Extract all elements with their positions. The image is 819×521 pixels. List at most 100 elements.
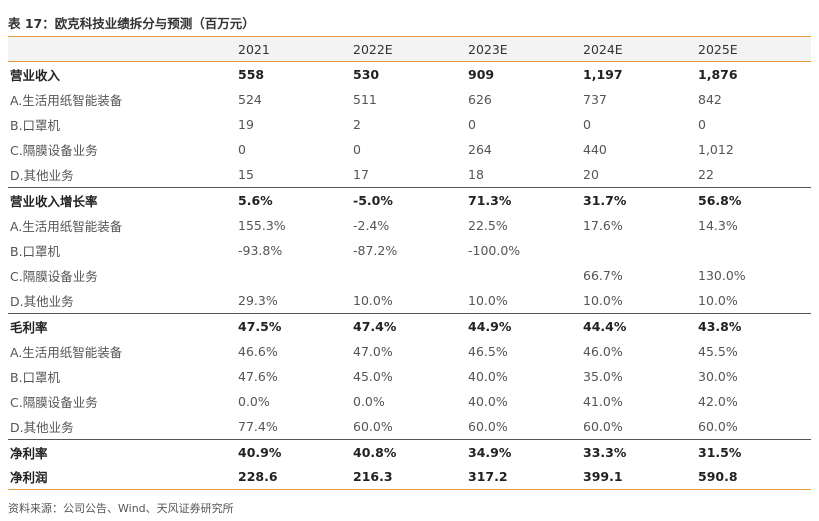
row-label: C.隔膜设备业务 <box>10 395 98 411</box>
value-cell: 41.0% <box>583 394 623 410</box>
value-cell: 0 <box>238 142 246 158</box>
table-row: 营业收入 558 530 909 1,197 1,876 <box>8 62 811 87</box>
table-row: 营业收入增长率 5.6% -5.0% 71.3% 31.7% 56.8% <box>8 186 811 213</box>
value-cell: 46.0% <box>583 343 623 359</box>
value-cell: 40.0% <box>468 394 508 410</box>
table-row: D.其他业务 29.3% 10.0% 10.0% 10.0% 10.0% <box>8 288 811 313</box>
value-cell: 558 <box>238 66 265 82</box>
table-row: A.生活用纸智能装备 155.3% -2.4% 22.5% 17.6% 14.3% <box>8 213 811 238</box>
value-cell: 60.0% <box>468 418 508 434</box>
value-cell: 60.0% <box>698 418 738 434</box>
value-cell: 44.4% <box>581 312 696 339</box>
row-label: A.生活用纸智能装备 <box>10 92 123 108</box>
value-cell: -87.2% <box>353 242 398 258</box>
value-cell: 530 <box>353 66 380 82</box>
value-cell: 40.8% <box>351 438 466 465</box>
value-cell: 1,197 <box>583 66 623 82</box>
value-cell: 264 <box>468 142 492 158</box>
row-label: C.隔膜设备业务 <box>10 269 98 285</box>
value-cell: 20 <box>583 167 599 183</box>
row-label: B.口罩机 <box>10 117 61 133</box>
value-cell: 46.5% <box>468 343 508 359</box>
table-row: D.其他业务 77.4% 60.0% 60.0% 60.0% 60.0% <box>8 414 811 439</box>
table-row: D.其他业务 15 17 18 20 22 <box>8 162 811 187</box>
table-row: C.隔膜设备业务 66.7% 130.0% <box>8 263 811 288</box>
value-cell: 22.5% <box>468 217 508 233</box>
row-label: 营业收入增长率 <box>8 186 236 213</box>
value-cell: 56.8% <box>696 186 811 213</box>
value-cell: 42.0% <box>698 394 738 410</box>
value-cell: 18 <box>468 167 484 183</box>
value-cell: 40.9% <box>236 438 351 465</box>
value-cell: 22 <box>698 167 714 183</box>
value-cell: 0.0% <box>353 394 385 410</box>
value-cell: 17 <box>353 167 369 183</box>
value-cell: 31.7% <box>581 186 696 213</box>
table-row: A.生活用纸智能装备 46.6% 47.0% 46.5% 46.0% 45.5% <box>8 339 811 364</box>
value-cell: 0 <box>583 116 591 132</box>
value-cell: -2.4% <box>353 217 390 233</box>
value-cell: 1,012 <box>698 142 734 158</box>
header-cell-2023e: 2023E <box>466 36 581 62</box>
value-cell: -5.0% <box>351 186 466 213</box>
value-cell: 47.5% <box>236 312 351 339</box>
value-cell: 10.0% <box>353 293 393 309</box>
value-cell <box>466 263 581 288</box>
value-cell: 0.0% <box>238 394 270 410</box>
header-cell-label <box>8 36 236 62</box>
value-cell: 60.0% <box>583 418 623 434</box>
value-cell: 40.0% <box>468 368 508 384</box>
value-cell: 45.0% <box>353 368 393 384</box>
value-cell: 511 <box>353 91 377 107</box>
value-cell: 440 <box>583 142 607 158</box>
value-cell: 66.7% <box>583 268 623 284</box>
value-cell: 43.8% <box>696 312 811 339</box>
value-cell: 47.0% <box>353 343 393 359</box>
value-cell: 130.0% <box>698 268 746 284</box>
row-label: 营业收入 <box>10 67 61 83</box>
value-cell: 10.0% <box>698 293 738 309</box>
value-cell: 47.6% <box>238 368 278 384</box>
value-cell <box>236 263 351 288</box>
value-cell: 909 <box>468 66 495 82</box>
row-label: A.生活用纸智能装备 <box>10 344 123 360</box>
value-cell: 317.2 <box>466 464 581 491</box>
value-cell <box>696 238 811 263</box>
value-cell <box>581 238 696 263</box>
value-cell: -93.8% <box>238 242 283 258</box>
source-note: 资料来源：公司公告、Wind、天风证券研究所 <box>8 502 234 515</box>
table-row: B.口罩机 47.6% 45.0% 40.0% 35.0% 30.0% <box>8 364 811 389</box>
value-cell: 5.6% <box>236 186 351 213</box>
value-cell <box>351 263 466 288</box>
value-cell: 14.3% <box>698 217 738 233</box>
value-cell: 216.3 <box>351 464 466 491</box>
value-cell: 228.6 <box>236 464 351 491</box>
forecast-table: 2021 2022E 2023E 2024E 2025E 营业收入 558 530 9… <box>8 36 811 491</box>
row-label: 毛利率 <box>8 312 236 339</box>
value-cell: 35.0% <box>583 368 623 384</box>
table-row: 净利率 40.9% 40.8% 34.9% 33.3% 31.5% <box>8 438 811 465</box>
header-cell-2025e: 2025E <box>696 36 811 62</box>
header-cell-2021: 2021 <box>236 36 351 62</box>
row-label: 净利率 <box>8 438 236 465</box>
value-cell: 10.0% <box>583 293 623 309</box>
value-cell: 0 <box>698 116 706 132</box>
row-label: B.口罩机 <box>10 369 61 385</box>
value-cell: 44.9% <box>466 312 581 339</box>
row-label: 净利润 <box>8 464 236 491</box>
value-cell: 71.3% <box>466 186 581 213</box>
table-row: B.口罩机 -93.8% -87.2% -100.0% <box>8 238 811 263</box>
value-cell: 17.6% <box>583 217 623 233</box>
header-row: 2021 2022E 2023E 2024E 2025E <box>8 36 811 62</box>
value-cell: 524 <box>238 91 262 107</box>
value-cell: 0 <box>353 142 361 158</box>
value-cell: 842 <box>698 91 722 107</box>
value-cell: 0 <box>468 116 476 132</box>
value-cell: 19 <box>238 116 254 132</box>
value-cell: 60.0% <box>353 418 393 434</box>
table-title: 表 17：欧克科技业绩拆分与预测（百万元） <box>8 16 255 31</box>
table-row: B.口罩机 19 2 0 0 0 <box>8 112 811 137</box>
row-label: A.生活用纸智能装备 <box>10 218 123 234</box>
value-cell: 47.4% <box>351 312 466 339</box>
value-cell: 29.3% <box>238 293 278 309</box>
